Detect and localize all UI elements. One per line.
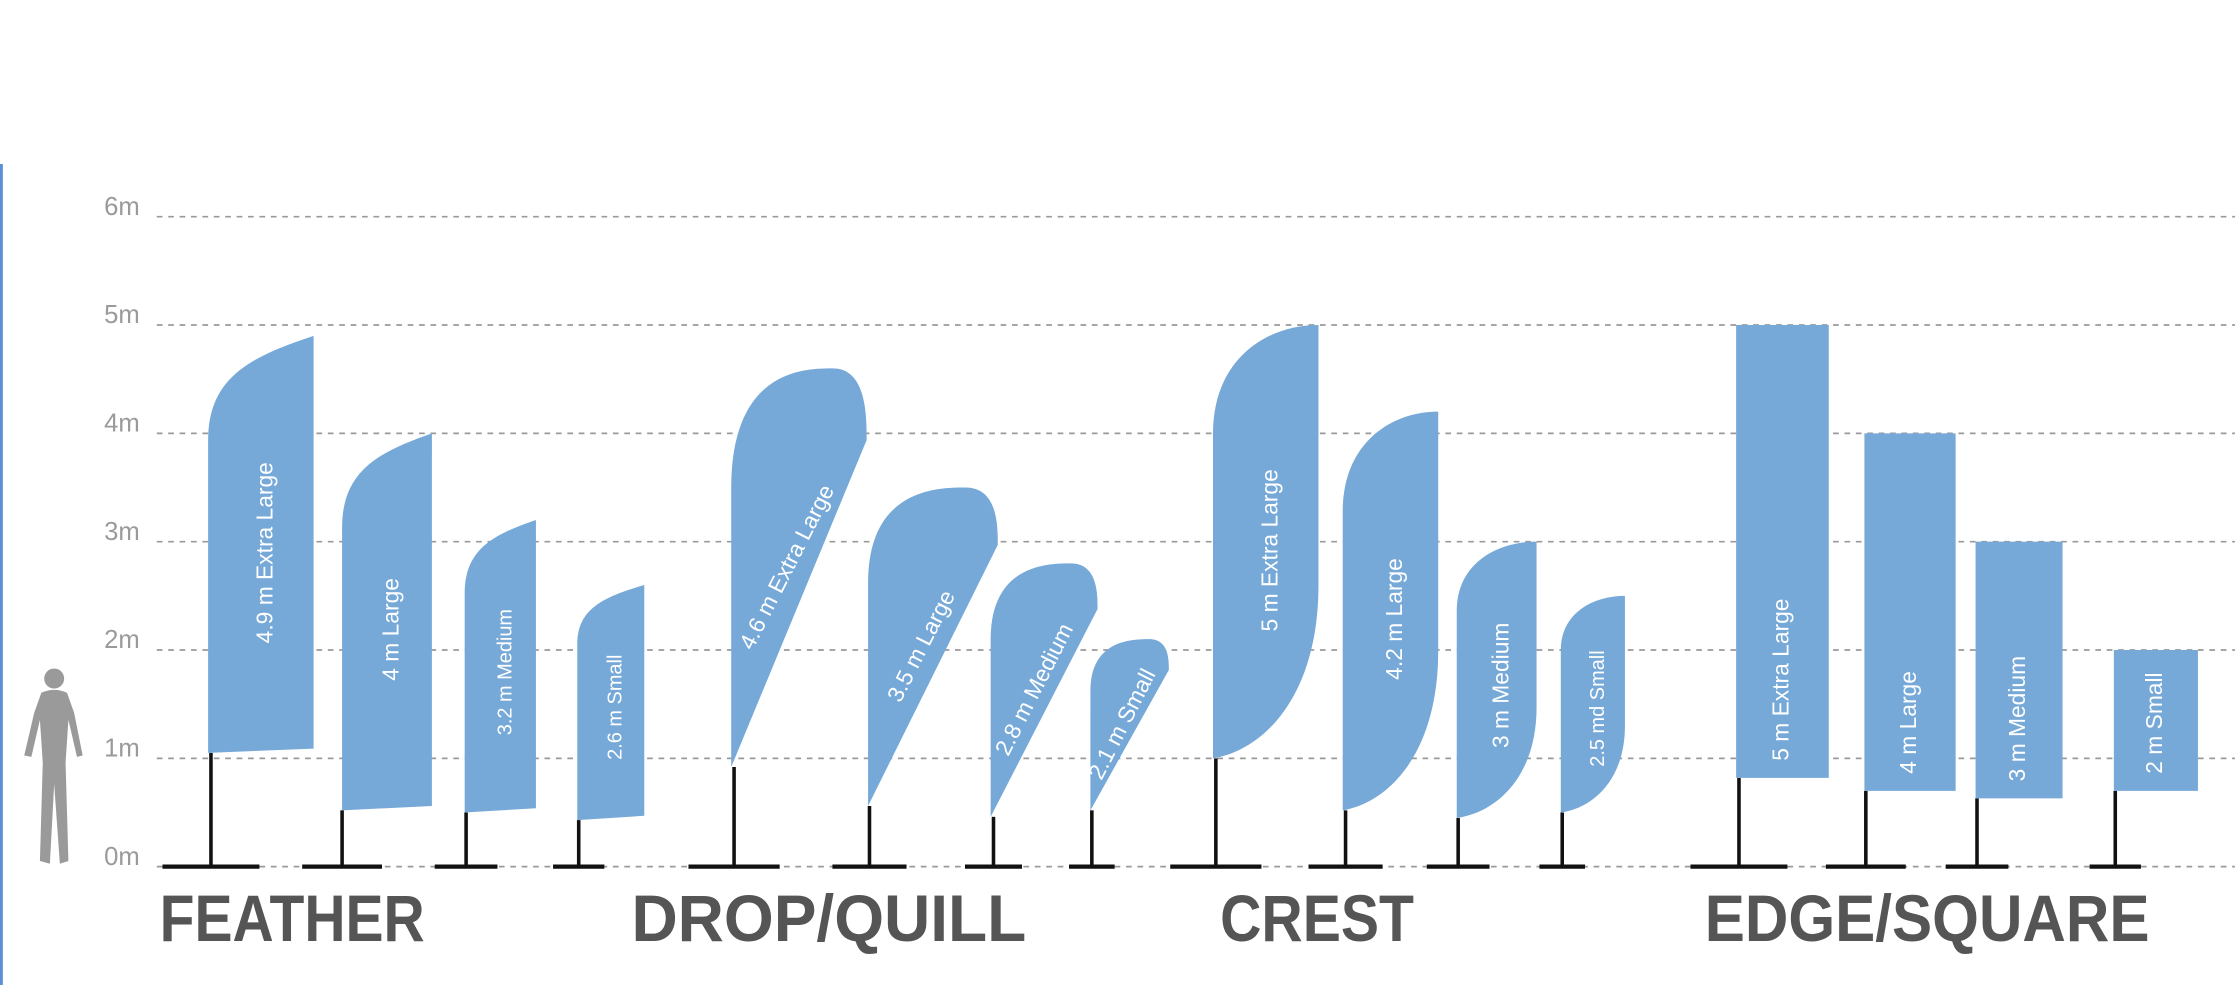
y-tick-label: 0m	[104, 843, 140, 871]
flag-label: 2.5 md Small	[1587, 650, 1609, 766]
flag	[1560, 595, 1625, 813]
flag	[464, 520, 536, 813]
flag-label: 2.6 m Small	[605, 655, 627, 760]
y-tick-label: 6m	[104, 193, 140, 221]
flag	[990, 563, 1098, 817]
flag-label: 5 m Extra Large	[1767, 599, 1793, 761]
group-label: EDGE/SQUARE	[1705, 882, 2150, 955]
flag-label: 3.2 m Medium	[494, 609, 516, 735]
flag	[868, 487, 998, 806]
group-label: FEATHER	[160, 882, 425, 955]
flag-label: 2 m Small	[2141, 672, 2167, 773]
flag	[577, 585, 645, 821]
y-tick-label: 3m	[104, 518, 140, 546]
group-label: DROP/QUILL	[631, 882, 1026, 955]
flag	[2113, 650, 2198, 791]
person-silhouette	[24, 668, 83, 864]
flag	[1975, 541, 2063, 799]
flag-label: 3 m Medium	[2004, 656, 2030, 781]
flag	[1090, 639, 1169, 811]
flag	[1864, 433, 1956, 791]
left-border	[0, 163, 3, 985]
y-tick-label: 5m	[104, 301, 140, 329]
flag	[1342, 411, 1439, 811]
flag	[1456, 541, 1537, 818]
y-tick-label: 2m	[104, 626, 140, 654]
flag-label: 4 m Large	[1895, 671, 1921, 774]
flag-label: 4.2 m Large	[1381, 558, 1407, 680]
flag-label: 5 m Extra Large	[1256, 469, 1282, 631]
group-label: CREST	[1220, 882, 1414, 955]
y-tick-label: 1m	[104, 735, 140, 763]
y-tick-label: 4m	[104, 410, 140, 438]
flag	[342, 433, 432, 811]
flag-label: 3 m Medium	[1487, 623, 1513, 748]
flag	[1213, 325, 1319, 759]
flag	[1736, 325, 1829, 778]
flag	[731, 368, 867, 768]
flag-label: 4 m Large	[378, 578, 404, 681]
flag-label: 4.9 m Extra Large	[252, 462, 278, 643]
flag	[208, 335, 314, 753]
